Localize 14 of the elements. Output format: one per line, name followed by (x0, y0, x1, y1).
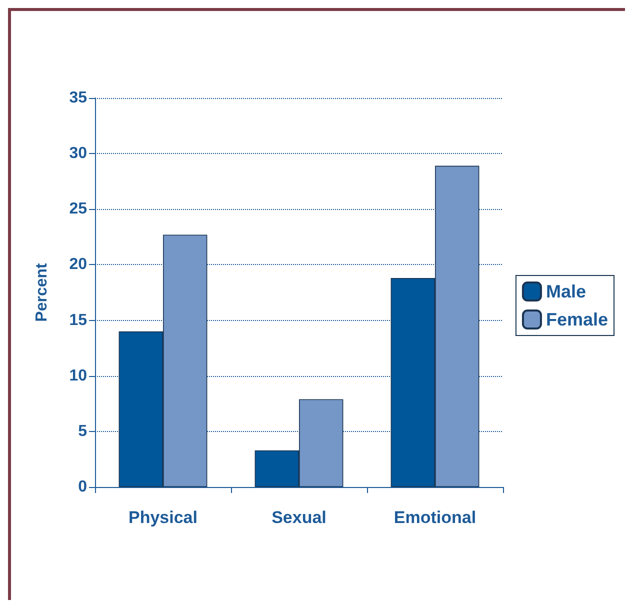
y-tick-label: 5 (78, 422, 88, 440)
x-tick-label: Physical (128, 508, 198, 527)
y-tick-label: 10 (69, 367, 88, 384)
y-tick-label: 15 (69, 312, 88, 329)
legend-label: Female (546, 310, 608, 330)
y-axis-title: Percent (34, 262, 50, 322)
x-tick-label: Emotional (394, 508, 476, 527)
y-tick-label: 30 (69, 145, 88, 162)
y-tick-label: 35 (69, 90, 88, 106)
y-tick-label: 20 (69, 256, 88, 274)
y-tick-label: 25 (69, 200, 88, 218)
x-tick-label: Sexual (272, 508, 326, 527)
y-tick-label: 0 (78, 478, 88, 496)
legend-label: Male (546, 282, 586, 302)
